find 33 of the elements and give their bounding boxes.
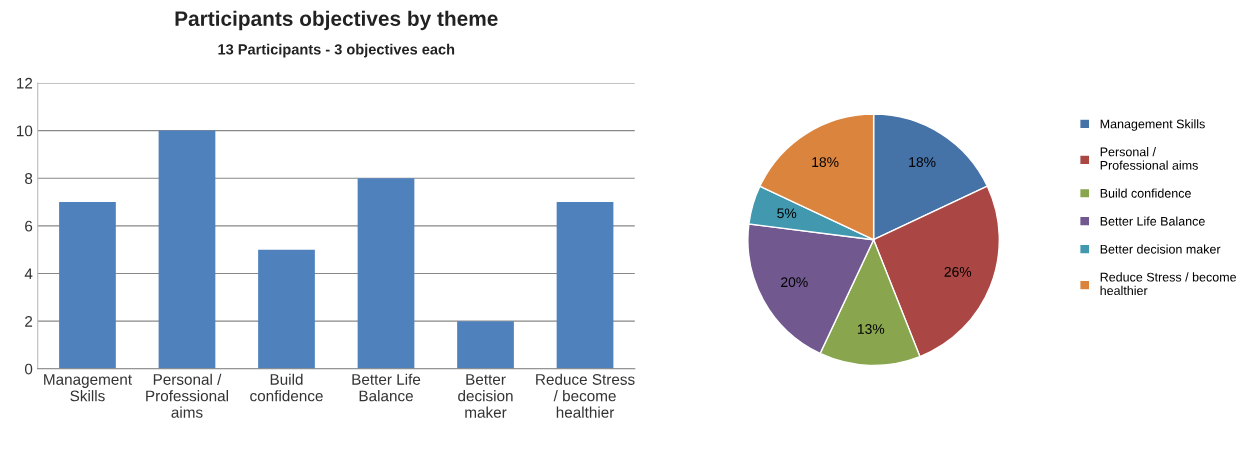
legend-label: Better Life Balance [1100, 216, 1205, 226]
legend-label: Management Skills [1100, 119, 1205, 131]
x-tick-label: Reduce Stress / become healthier [536, 373, 635, 418]
x-tick-label: Better decision maker [458, 374, 513, 418]
bar [457, 321, 514, 369]
y-tick-label: 12 [17, 77, 33, 89]
bar [556, 202, 614, 369]
data-label: 26% [944, 266, 972, 277]
data-label: 18% [909, 157, 936, 168]
x-tick-label: Build confidence [250, 373, 323, 402]
x-tick-label: Management Skills [44, 374, 132, 402]
bar [357, 178, 415, 369]
chart-subtitle: 13 Participants - 3 objectives each [218, 43, 455, 58]
bar [59, 202, 116, 369]
y-tick-label: 6 [25, 220, 33, 232]
legend-label: Personal / Professional aims [1100, 147, 1198, 170]
data-label: 5% [777, 208, 797, 219]
data-label: 18% [812, 157, 839, 168]
y-tick-label: 10 [17, 125, 33, 137]
data-label: 20% [781, 277, 808, 288]
x-tick-label: Personal / Professional aims [146, 373, 228, 418]
bar [158, 130, 216, 369]
y-tick-label: 2 [25, 316, 33, 327]
y-tick-label: 4 [24, 268, 33, 280]
x-tick-label: Better Life Balance [352, 373, 421, 402]
y-tick-label: 0 [24, 363, 33, 375]
data-label: 13% [857, 324, 885, 334]
y-tick-label: 8 [25, 173, 33, 184]
chart-title: Participants objectives by theme [175, 10, 498, 31]
legend-label: Reduce Stress / become healthier [1100, 272, 1237, 295]
bar [258, 249, 315, 369]
legend-label: Build confidence [1100, 188, 1191, 198]
legend-label: Better decision maker [1100, 244, 1221, 254]
